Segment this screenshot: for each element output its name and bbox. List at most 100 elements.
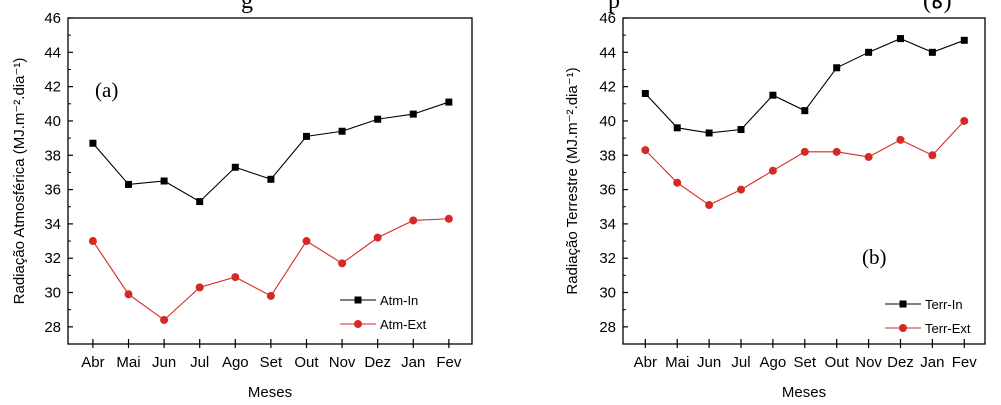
y-tick-label: 28	[599, 319, 616, 336]
data-point-atm-in	[374, 115, 382, 123]
x-tick-label: Jul	[190, 354, 209, 371]
data-point-atm-ext	[88, 237, 97, 246]
chart-panel-a: 28 30 32 34 36 38 40 42 44 46 Abr Mai Jun Jul Ago Set Ou…	[11, 10, 473, 401]
data-point-atm-in	[445, 98, 453, 106]
data-point-terr-ext	[928, 151, 937, 160]
x-tick-label: Jul	[731, 354, 750, 371]
data-point-atm-ext	[124, 290, 133, 299]
x-tick-label: Fev	[952, 354, 978, 371]
legend-marker	[354, 320, 362, 328]
x-tick-label: Set	[260, 354, 283, 371]
data-point-terr-in	[705, 129, 713, 137]
data-point-atm-ext	[231, 273, 240, 282]
y-tick-label: 42	[599, 79, 616, 96]
y-tick-label: 38	[599, 147, 616, 164]
y-tick-label: 46	[44, 10, 61, 27]
data-point-terr-ext	[737, 185, 746, 194]
y-tick-label: 44	[44, 44, 61, 61]
legend-marker	[899, 324, 907, 332]
cut-title-left: g	[241, 0, 253, 14]
data-point-atm-ext	[302, 237, 311, 246]
y-tick-label: 36	[44, 182, 61, 199]
y-tick-label: 28	[44, 319, 61, 336]
x-tick-label: Ago	[760, 354, 787, 371]
x-axis-title: Meses	[248, 384, 292, 401]
panel-label: (b)	[862, 245, 887, 269]
data-point-terr-in	[673, 124, 681, 132]
x-tick-label: Dez	[364, 354, 391, 371]
y-tick-label: 40	[599, 113, 616, 130]
data-point-atm-in	[196, 198, 204, 206]
data-point-terr-ext	[896, 135, 905, 144]
y-tick-label: 34	[599, 216, 616, 233]
x-tick-label: Abr	[634, 354, 657, 371]
data-point-terr-in	[737, 126, 745, 134]
data-point-atm-ext	[409, 216, 418, 225]
data-point-atm-in	[338, 127, 346, 135]
data-point-terr-ext	[864, 152, 873, 161]
data-point-atm-in	[89, 139, 97, 147]
y-tick-label: 32	[44, 250, 61, 267]
series-line-terr-ext	[644, 120, 965, 206]
legend-label: Terr-Ext	[925, 321, 971, 336]
y-tick-label: 40	[44, 113, 61, 130]
x-tick-label: Jun	[152, 354, 176, 371]
x-tick-label: Nov	[329, 354, 356, 371]
x-tick-label: Dez	[887, 354, 914, 371]
x-tick-label: Jan	[401, 354, 425, 371]
data-point-terr-ext	[673, 178, 682, 187]
legend-label: Terr-In	[925, 297, 963, 312]
x-tick-label: Jan	[920, 354, 944, 371]
y-tick-label: 30	[44, 285, 61, 302]
data-point-atm-in	[302, 132, 310, 140]
y-tick-label: 42	[44, 79, 61, 96]
data-point-atm-in	[160, 177, 168, 185]
data-point-atm-ext	[373, 233, 382, 242]
panel-label: (a)	[95, 78, 118, 102]
legend-marker	[354, 296, 362, 304]
y-tick-label: 32	[599, 250, 616, 267]
data-point-atm-in	[409, 110, 417, 118]
x-tick-label: Jun	[697, 354, 721, 371]
y-tick-label: 46	[599, 10, 616, 27]
data-point-terr-in	[769, 91, 777, 99]
data-point-terr-ext	[768, 166, 777, 175]
x-tick-label: Fev	[436, 354, 462, 371]
x-tick-label: Out	[825, 354, 850, 371]
x-tick-label: Abr	[81, 354, 104, 371]
data-point-atm-ext	[444, 214, 453, 223]
cut-title-right: (ه)	[923, 0, 952, 14]
data-point-terr-in	[896, 35, 904, 43]
data-point-terr-ext	[832, 147, 841, 156]
y-tick-label: 38	[44, 147, 61, 164]
x-axis-title: Meses	[782, 384, 826, 401]
data-point-atm-ext	[338, 259, 347, 268]
data-point-atm-in	[125, 180, 133, 188]
series-line-terr-in	[644, 37, 965, 134]
legend-label: Atm-Ext	[380, 317, 427, 332]
data-point-terr-ext	[960, 116, 969, 125]
data-point-atm-ext	[266, 291, 275, 300]
x-tick-label: Set	[794, 354, 817, 371]
legend-marker	[899, 300, 907, 308]
plot-frame	[67, 17, 473, 345]
data-point-terr-ext	[705, 201, 714, 210]
data-point-atm-in	[231, 163, 239, 171]
x-tick-label: Ago	[222, 354, 249, 371]
data-point-atm-ext	[195, 283, 204, 292]
x-tick-label: Nov	[855, 354, 882, 371]
y-tick-label: 36	[599, 182, 616, 199]
data-point-terr-in	[833, 64, 841, 72]
y-axis-title: Radiação Atmosférica (MJ.m⁻².dia⁻¹)	[11, 58, 28, 305]
data-point-terr-in	[641, 89, 649, 97]
data-point-terr-in	[960, 36, 968, 44]
data-point-atm-ext	[160, 315, 169, 324]
data-point-terr-in	[928, 48, 936, 56]
data-point-terr-in	[865, 48, 873, 56]
data-point-atm-in	[267, 175, 275, 183]
data-point-terr-in	[801, 107, 809, 115]
x-tick-label: Mai	[665, 354, 689, 371]
cut-title-mid: p	[608, 0, 620, 14]
plot-frame	[622, 17, 986, 345]
